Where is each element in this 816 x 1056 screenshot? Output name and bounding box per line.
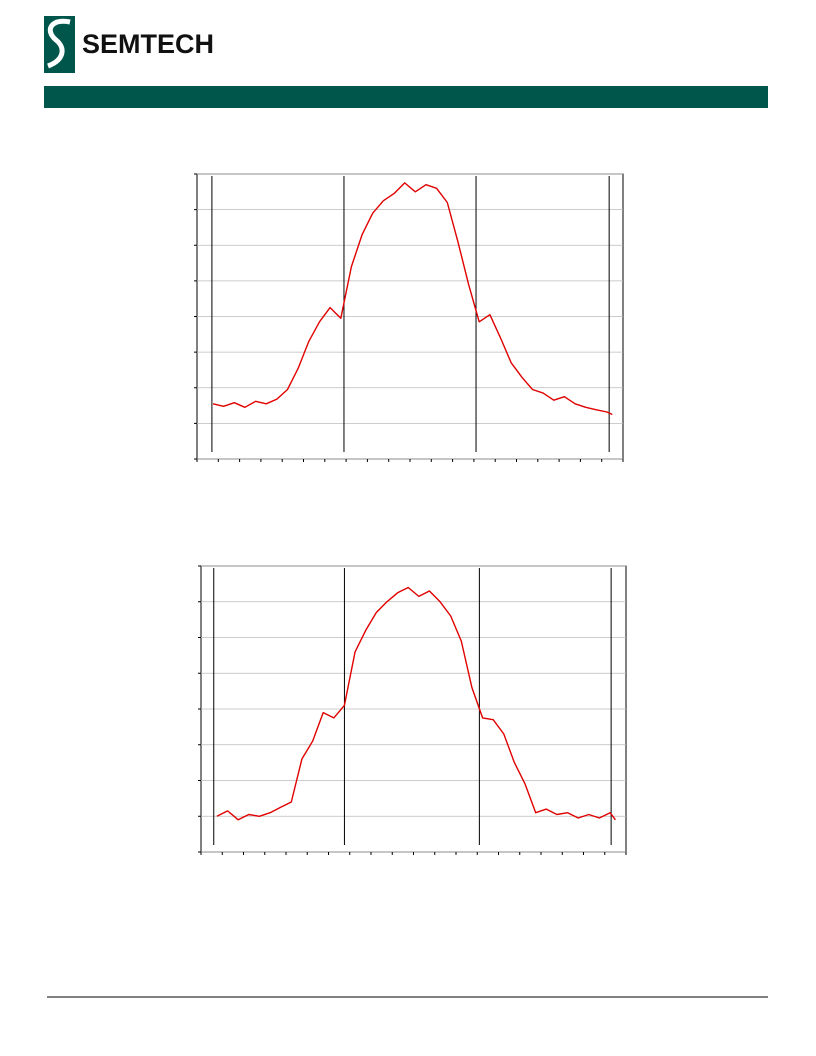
data-line [212,182,613,416]
logo: SEMTECH [44,16,214,73]
logo-mark [46,18,71,69]
chart [194,173,624,462]
logo-text: SEMTECH [82,29,214,59]
header-bar [44,86,768,108]
data-line [216,586,616,821]
chart [198,565,627,855]
